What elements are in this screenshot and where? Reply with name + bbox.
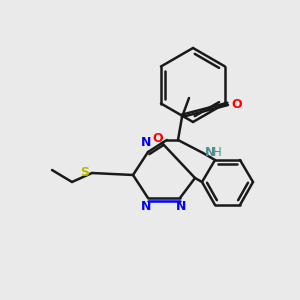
Text: N: N xyxy=(176,200,186,213)
Text: N: N xyxy=(141,200,151,213)
Text: N: N xyxy=(205,146,215,158)
Text: N: N xyxy=(141,136,151,149)
Text: H: H xyxy=(213,146,222,158)
Text: S: S xyxy=(80,166,89,178)
Text: O: O xyxy=(231,98,242,112)
Text: O: O xyxy=(152,131,163,145)
